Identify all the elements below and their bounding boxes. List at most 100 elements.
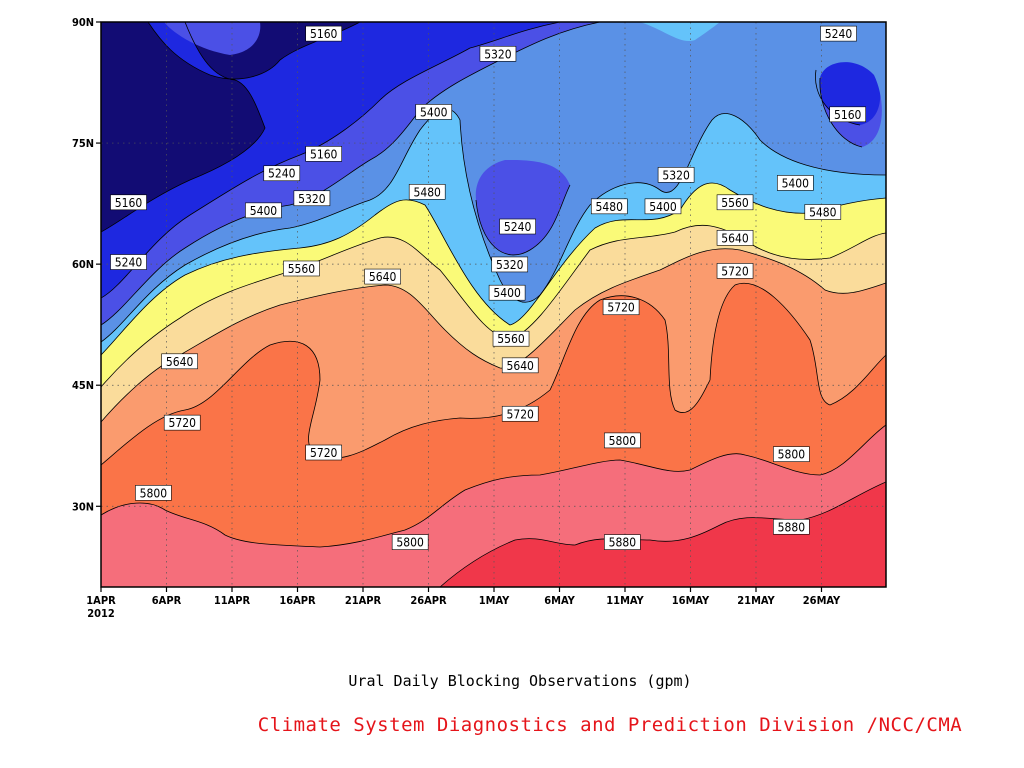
contour-label-box-12 — [499, 218, 536, 235]
contour-label-box-36 — [773, 446, 810, 462]
contour-label-text-35: 5880 — [609, 536, 637, 550]
contour-label-7: 5320 — [293, 190, 331, 207]
contour-label-box-0 — [305, 25, 343, 42]
contour-label-27: 5640 — [501, 357, 539, 374]
contour-label-text-2: 5240 — [825, 27, 853, 41]
contour-label-box-26 — [492, 330, 530, 347]
contour-label-box-24 — [716, 263, 754, 279]
contour-label-text-37: 5880 — [778, 520, 806, 534]
contour-fill-layers — [101, 22, 886, 587]
contour-line-5640 — [101, 248, 886, 423]
contour-label-box-25 — [602, 299, 640, 316]
contour-label-box-30 — [305, 444, 343, 461]
contour-label-box-37 — [773, 518, 810, 535]
contour-label-15: 5320 — [657, 167, 695, 183]
contour-label-text-36: 5800 — [778, 448, 806, 462]
contour-line-5400 — [101, 108, 886, 343]
contour-label-text-26: 5560 — [497, 332, 525, 346]
contour-label-text-5: 5160 — [310, 147, 338, 161]
contour-label-box-1 — [479, 45, 517, 62]
contour-label-19: 5560 — [283, 260, 320, 277]
contour-label-11: 5240 — [110, 254, 147, 270]
contour-label-text-23: 5640 — [721, 231, 749, 245]
contour-label-18: 5480 — [804, 204, 842, 220]
contour-label-text-8: 5400 — [250, 204, 278, 218]
contour-label-26: 5560 — [492, 330, 530, 347]
contour-line-5720 — [101, 282, 886, 466]
contour-label-text-1: 5320 — [484, 47, 512, 61]
x-tick-label-2: 11APR — [214, 594, 251, 607]
contour-label-text-31: 5720 — [506, 407, 534, 421]
contour-label-box-14 — [644, 198, 682, 215]
contour-label-box-19 — [283, 260, 320, 277]
contour-label-box-20 — [364, 268, 401, 285]
x-tick-label-11: 26MAY — [803, 594, 841, 607]
contour-label-box-9 — [408, 184, 446, 200]
x-year-label: 2012 — [87, 607, 115, 620]
contour-label-box-32 — [604, 432, 641, 449]
contour-label-text-30: 5720 — [310, 446, 338, 460]
contour-label-4: 5400 — [415, 104, 453, 120]
contour-label-text-33: 5800 — [140, 486, 168, 500]
contour-label-text-19: 5560 — [288, 262, 316, 276]
contour-label-text-28: 5640 — [166, 355, 194, 369]
band-above-5880 — [440, 482, 886, 587]
contour-label-text-20: 5640 — [369, 270, 397, 284]
contour-label-box-33 — [135, 485, 172, 501]
contour-label-2: 5240 — [820, 25, 857, 42]
contour-label-box-11 — [110, 254, 147, 270]
contour-label-34: 5800 — [391, 534, 429, 550]
contour-label-box-16 — [716, 194, 754, 211]
contour-label-text-22: 5400 — [493, 286, 521, 300]
contour-label-text-25: 5720 — [607, 301, 635, 315]
contour-chart: 5160 5320 5240 5160 5400 5160 5240 5320 5400 5480… — [72, 16, 887, 620]
contour-label-text-4: 5400 — [420, 105, 448, 119]
contour-label-text-21: 5320 — [496, 258, 524, 272]
contour-label-box-29 — [163, 414, 201, 431]
x-tick-label-8: 11MAY — [606, 594, 644, 607]
contour-label-box-22 — [488, 284, 526, 301]
contour-label-text-15: 5320 — [662, 168, 690, 182]
x-tick-label-4: 21APR — [345, 594, 382, 607]
contour-label-text-0: 5160 — [310, 27, 338, 41]
contour-label-text-14: 5400 — [649, 200, 677, 214]
contour-label-text-24: 5720 — [721, 264, 749, 278]
contour-label-6: 5240 — [263, 165, 301, 182]
contour-label-31: 5720 — [501, 405, 539, 422]
contour-label-text-10: 5160 — [115, 196, 143, 210]
chart-subtitle: Ural Daily Blocking Observations (gpm) — [348, 672, 692, 690]
chart-credit: Climate System Diagnostics and Predictio… — [257, 714, 963, 736]
y-tick-label-3: 75N — [72, 137, 94, 150]
contour-label-box-21 — [491, 256, 529, 273]
contour-label-text-27: 5640 — [506, 359, 534, 373]
contour-label-32: 5800 — [604, 432, 641, 449]
contour-label-text-17: 5400 — [782, 176, 810, 190]
contour-label-35: 5880 — [604, 534, 641, 550]
contour-label-box-13 — [590, 198, 628, 215]
contour-label-box-27 — [501, 357, 539, 374]
contour-label-10: 5160 — [110, 194, 147, 211]
contour-label-37: 5880 — [773, 518, 810, 535]
contour-label-box-6 — [263, 165, 301, 182]
contour-lines — [101, 22, 886, 587]
contour-label-3: 5160 — [829, 106, 867, 123]
contour-label-text-13: 5480 — [596, 200, 624, 214]
contour-label-text-7: 5320 — [298, 192, 326, 206]
x-tick-label-7: 6MAY — [544, 594, 575, 607]
contour-label-box-35 — [604, 534, 641, 550]
contour-label-1: 5320 — [479, 45, 517, 62]
contour-label-text-9: 5480 — [413, 185, 441, 199]
contour-label-30: 5720 — [305, 444, 343, 461]
x-tick-label-5: 26APR — [410, 594, 447, 607]
contour-label-box-17 — [776, 175, 814, 191]
contour-label-29: 5720 — [163, 414, 201, 431]
contour-label-33: 5800 — [135, 485, 172, 501]
contour-label-0: 5160 — [305, 25, 343, 42]
contour-label-text-16: 5560 — [721, 196, 749, 210]
contour-label-25: 5720 — [602, 299, 640, 316]
x-tick-label-0: 1APR — [86, 594, 116, 607]
x-tick-label-1: 6APR — [152, 594, 182, 607]
contour-label-14: 5400 — [644, 198, 682, 215]
y-tick-label-2: 60N — [72, 258, 94, 271]
contour-label-box-4 — [415, 104, 453, 120]
